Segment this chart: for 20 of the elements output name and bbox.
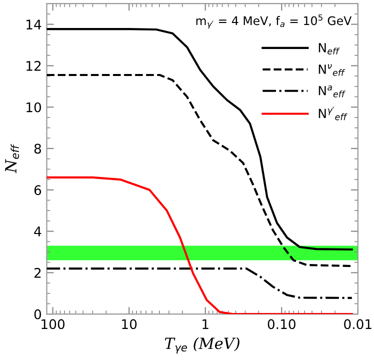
y-tick-label: 4 bbox=[34, 226, 42, 236]
y-tick-label: 0 bbox=[34, 309, 42, 320]
legend-label: N$^{a}$$_{eff}$ bbox=[318, 85, 346, 98]
x-tick-label: 0.10 bbox=[268, 319, 296, 330]
x-tick-label: 100 bbox=[42, 319, 65, 330]
x-tick-label: 1 bbox=[202, 319, 208, 329]
y-tick-label: 14 bbox=[26, 20, 42, 30]
y-tick-label: 6 bbox=[34, 185, 42, 196]
y-tick-label: 10 bbox=[26, 102, 42, 112]
annotation: m$_{γ′}$ = 4 MeV, f$_{a}$ = 10$^{5}$ GeV bbox=[196, 14, 352, 29]
legend-label: N$^{ν}$$_{eff}$ bbox=[318, 64, 346, 76]
y-axis-title: N$_{eff}$ bbox=[5, 144, 20, 174]
x-axis-title: T$_{γe}$ (MeV) bbox=[164, 337, 240, 354]
y-tick-label: 12 bbox=[26, 60, 41, 71]
y-tick-label: 2 bbox=[34, 268, 41, 278]
y-tick-label: 8 bbox=[34, 144, 41, 154]
legend-label: N$^{γ′}$$_{eff}$ bbox=[318, 106, 348, 120]
x-tick-label: 10 bbox=[122, 319, 137, 330]
legend-label: N$_{eff}$ bbox=[318, 43, 340, 54]
x-tick-label: 0.01 bbox=[344, 319, 372, 330]
